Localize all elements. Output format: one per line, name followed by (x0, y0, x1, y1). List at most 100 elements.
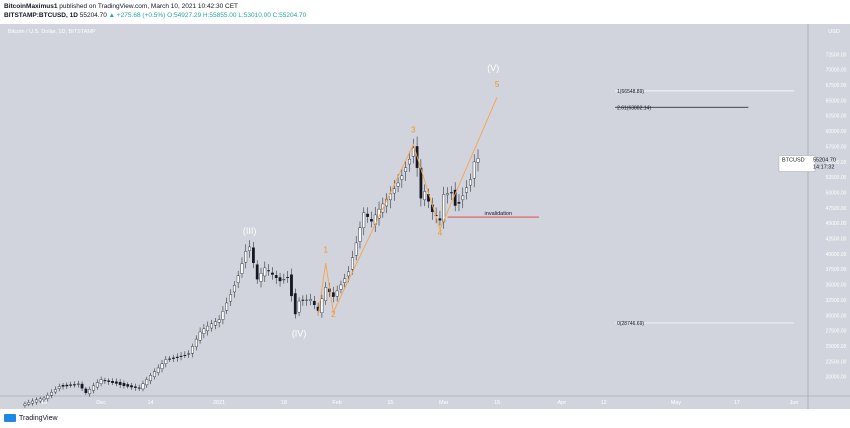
candle-body (255, 264, 259, 280)
candle-body (290, 274, 293, 297)
candle-body (65, 384, 69, 387)
candle-body (92, 385, 95, 391)
candle-body (229, 294, 232, 302)
time-tick-label: Mar (439, 400, 449, 406)
time-tick-label: 15 (387, 400, 393, 406)
candle-body (221, 311, 225, 320)
tradingview-logo[interactable]: TradingView (4, 414, 58, 422)
price-marker-countdown: 14:17:32 (813, 165, 834, 171)
candle-body (172, 357, 175, 359)
candle-body (95, 382, 99, 388)
plot-background (0, 24, 808, 409)
price-tick-label: 35000.00 (826, 283, 847, 289)
wave-label-v: (V) (487, 63, 499, 73)
candle-body (274, 275, 278, 278)
candle-body (366, 213, 369, 217)
candle-body (324, 287, 328, 302)
candle-body (297, 300, 301, 313)
candle-body (423, 191, 427, 201)
candle-body (38, 398, 42, 402)
candle-body (61, 385, 65, 387)
fib-level-label: 2.61(63882.14) (617, 105, 651, 111)
candle-body (122, 383, 126, 386)
price-tick-label: 57500.00 (826, 144, 847, 150)
time-tick-label: 18 (281, 400, 287, 406)
price-tick-label: 70000.00 (826, 68, 847, 74)
candle-body (76, 383, 80, 385)
candle-body (442, 194, 446, 223)
candle-body (225, 302, 229, 311)
price-tick-label: 37500.00 (826, 267, 847, 273)
fib-level-label: 0(28746.69) (617, 321, 644, 327)
time-tick-label: Apr (557, 400, 566, 406)
candle-body (370, 218, 373, 222)
time-axis-ticks: 16 Dec 14 2021 18 Feb 15 Mar 15 Apr 12 May 17 Jun (41, 400, 799, 406)
price-axis-background[interactable] (808, 24, 850, 409)
candle-body (153, 371, 156, 377)
candle-body (240, 263, 244, 274)
candle-body (286, 276, 290, 278)
price-tick-label: 50000.00 (826, 190, 847, 196)
candle-body (126, 384, 130, 387)
candle-body (331, 292, 335, 297)
candle-body (69, 384, 73, 386)
candle-body (179, 355, 183, 357)
wave-label-1: 1 (323, 246, 328, 255)
candle-body (73, 384, 76, 386)
time-tick-label: 14 (148, 400, 154, 406)
candle-body (202, 328, 206, 334)
candle-body (267, 270, 270, 272)
candle-body (164, 359, 168, 364)
candle-body (469, 179, 472, 186)
time-tick-label: Feb (332, 400, 341, 406)
wave-label-4: 4 (438, 228, 443, 237)
tradingview-brand: TradingView (19, 414, 58, 422)
candle-body (404, 167, 408, 173)
candle-body (465, 187, 468, 193)
price-tick-label: 25000.00 (826, 344, 847, 350)
candle-body (400, 175, 404, 180)
candle-body (118, 381, 122, 385)
symbol-name: BITSTAMP:BTCUSD, 1D (4, 12, 78, 19)
candle-body (54, 389, 57, 393)
candle-body (160, 363, 164, 369)
elliott-wave-count: (III) (IV) (V) 1 2 3 4 5 invalidation (243, 63, 539, 339)
author-name[interactable]: BitcoinMaximus1 (4, 3, 58, 10)
candle-body (248, 246, 251, 251)
candle-body (476, 158, 480, 163)
price-change: ▲ +275.68 (+0.5%) (108, 12, 166, 19)
price-tick-label: 62500.00 (826, 114, 847, 120)
candle-body (50, 392, 53, 396)
candle-body (149, 375, 152, 382)
candle-body (156, 367, 160, 373)
candle-body (358, 227, 362, 242)
candle-body (312, 300, 316, 306)
candle-body (133, 386, 137, 388)
price-chart[interactable]: Bitcoin / U.S. Dollar, 1D, BITSTAMP USD … (0, 24, 850, 409)
candle-body (31, 400, 34, 404)
price-tick-label: 40000.00 (826, 252, 847, 258)
candle-body (309, 299, 312, 301)
candle-body (411, 147, 415, 157)
candle-body (232, 285, 236, 293)
wave-label-iii: (III) (243, 226, 257, 236)
candle-body (145, 379, 149, 386)
price-tick-label: 60000.00 (826, 129, 847, 135)
currency-label: USD (828, 29, 840, 35)
publish-line: BitcoinMaximus1 published on TradingView… (4, 3, 238, 10)
time-tick-label: 12 (601, 400, 607, 406)
candle-body (80, 383, 84, 389)
price-tick-label: 27500.00 (826, 329, 847, 335)
candle-body (389, 193, 392, 201)
publish-info: published on TradingView.com, March 10, … (57, 3, 239, 10)
price-tick-label: 72500.00 (826, 52, 847, 58)
candle-body (449, 192, 453, 194)
candle-body (446, 193, 449, 196)
price-tick-label: 65000.00 (826, 98, 847, 104)
price-axis-ticks: 20000.00 22500.00 25000.00 27500.00 30000.00… (826, 52, 847, 380)
candle-body (210, 323, 213, 329)
time-tick-label: 15 (494, 400, 500, 406)
candle-body (111, 381, 114, 383)
